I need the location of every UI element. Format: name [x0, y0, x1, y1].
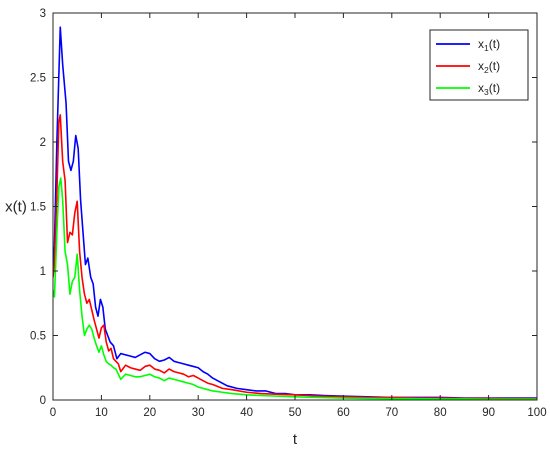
x-tick-label: 0 — [50, 407, 56, 419]
y-tick-label: 2 — [40, 137, 46, 149]
legend-entry-x1: x1(t) — [436, 37, 500, 53]
x-tick-label: 90 — [482, 407, 495, 419]
y-tick-label: 2.5 — [30, 73, 46, 85]
x-tick-label: 60 — [337, 407, 350, 419]
series-line-x3 — [53, 177, 537, 400]
x-tick-label: 10 — [95, 407, 108, 419]
x-tick-label: 40 — [240, 407, 253, 419]
legend-entry-x2: x2(t) — [436, 59, 500, 75]
y-tick-label: 0 — [40, 395, 46, 407]
series-line-x2 — [53, 114, 537, 400]
legend-label: x2(t) — [478, 59, 500, 75]
y-tick-label: 1.5 — [30, 202, 46, 214]
x-tick-label: 80 — [434, 407, 447, 419]
x-tick-label: 20 — [143, 407, 156, 419]
y-tick-label: 1 — [40, 266, 46, 278]
x-tick-label: 70 — [385, 407, 398, 419]
x-tick-label: 100 — [527, 407, 546, 419]
x-tick-label: 30 — [192, 407, 205, 419]
y-tick-label: 3 — [40, 8, 46, 20]
y-axis: 0 0.5 1 1.5 2 2.5 3 — [30, 8, 537, 407]
legend: x1(t) x2(t) x3(t) — [429, 29, 529, 101]
series-layer — [53, 26, 537, 400]
x-axis-label: t — [293, 431, 298, 448]
x-axis: 0 10 20 30 40 50 60 70 80 90 100 — [50, 13, 547, 419]
legend-entry-x3: x3(t) — [436, 81, 500, 97]
y-tick-label: 0.5 — [30, 331, 46, 343]
legend-label: x1(t) — [478, 37, 500, 53]
y-axis-label: x(t) — [5, 199, 27, 216]
x-tick-label: 50 — [289, 407, 302, 419]
legend-label: x3(t) — [478, 81, 500, 97]
